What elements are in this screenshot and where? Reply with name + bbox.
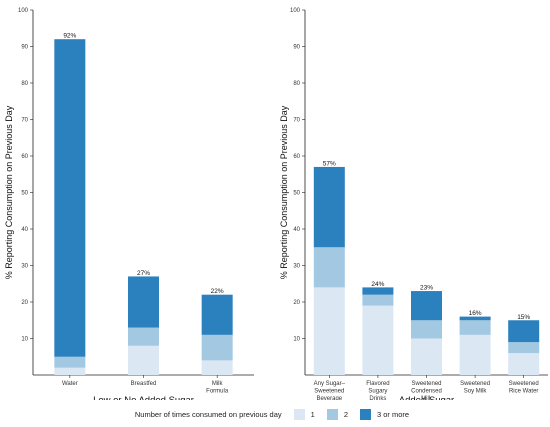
legend: Number of times consumed on previous day… (0, 406, 550, 422)
data-label: 16% (469, 310, 482, 317)
x-tick-label: Sweetened (509, 381, 539, 387)
x-tick-label: Formula (206, 389, 229, 395)
chart-panel-2: 10 20 30 40 50 60 70 80 90 100 % Reporting Consump… (279, 8, 548, 400)
x-tick-label: Soy Milk (464, 389, 488, 395)
y-tick-label: 90 (293, 45, 300, 51)
x-tick-label: Beverage (316, 396, 342, 400)
bar-segment-2 (313, 247, 345, 288)
bar-segment-1 (313, 287, 345, 375)
bar-segment-1 (54, 367, 86, 375)
x-tick-label: Condensed (411, 389, 442, 395)
y-tick-label: 70 (21, 118, 28, 124)
data-label: 57% (323, 160, 336, 167)
data-label: 15% (517, 314, 530, 321)
y-axis-label: % Reporting Consumption on Previous Day (279, 105, 289, 279)
bar-segment-2 (508, 342, 540, 354)
x-axis-label: Low or No Added Sugar (93, 395, 194, 400)
bar-segment-3-or-more (508, 320, 540, 343)
y-tick-label: 10 (21, 337, 28, 343)
y-tick-label: 100 (290, 8, 301, 14)
bar-segment-3-or-more (313, 166, 345, 248)
x-tick-label: Rice Water (509, 389, 538, 395)
bar-segment-1 (508, 353, 540, 375)
x-tick-label: Milk (212, 381, 224, 387)
x-tick-label: Breastfed (131, 381, 157, 387)
y-tick-label: 30 (21, 264, 28, 270)
x-tick-label: Sweetened (460, 381, 490, 387)
bar-segment-3-or-more (128, 276, 159, 328)
bar-segment-2 (128, 327, 159, 346)
bar-segment-3-or-more (201, 294, 233, 335)
x-tick-label: Any Sugar– (314, 381, 346, 387)
y-axis-label: % Reporting Consumption on Previous Day (4, 105, 14, 279)
bar-segment-3-or-more (411, 291, 442, 321)
y-tick-label: 90 (21, 45, 28, 51)
y-tick-label: 60 (21, 154, 28, 160)
y-tick-label: 20 (21, 300, 28, 306)
legend-swatch-3-or-more (359, 408, 371, 420)
x-axis-label: Added Sugar (399, 395, 454, 400)
y-tick-label: 60 (293, 154, 300, 160)
x-tick-label: Milk (421, 396, 433, 400)
bar-segment-3-or-more (54, 39, 86, 357)
y-tick-label: 80 (21, 81, 28, 87)
bar-segment-1 (128, 345, 159, 375)
y-tick-label: 20 (293, 300, 300, 306)
bar-segment-2 (411, 320, 442, 339)
data-label: 23% (420, 285, 433, 292)
legend-title: Number of times consumed on previous day (134, 409, 282, 419)
y-tick-label: 40 (21, 227, 28, 233)
x-tick-label: Sweetened (411, 381, 441, 387)
legend-label-1: 1 (310, 409, 315, 419)
x-tick-label: Drinks (369, 396, 386, 400)
y-tick-label: 10 (293, 337, 300, 343)
bar-segment-2 (201, 334, 233, 361)
figure: 10 20 30 40 50 60 70 80 90 100 % Reporting Consump… (4, 8, 548, 400)
y-tick-label: 100 (18, 8, 29, 14)
y-tick-label: 80 (293, 81, 300, 87)
y-tick-label: 50 (21, 191, 28, 197)
y-tick-label: 40 (293, 227, 300, 233)
legend-swatch-1 (293, 408, 305, 420)
y-tick-label: 50 (293, 191, 300, 197)
y-tick-label: 30 (293, 264, 300, 270)
legend-label-3-or-more: 3 or more (376, 409, 410, 419)
legend-swatch-2 (326, 408, 338, 420)
bar-segment-2 (362, 294, 394, 306)
bar-segment-1 (362, 305, 394, 375)
bar-segment-3-or-more (459, 316, 491, 321)
y-tick-label: 70 (293, 118, 300, 124)
bar-segment-2 (54, 356, 86, 368)
x-tick-label: Flavored (366, 381, 389, 387)
bar-segment-1 (201, 360, 233, 375)
data-label: 92% (63, 33, 76, 40)
bar-segment-2 (459, 320, 491, 335)
bar-segment-3-or-more (362, 287, 394, 295)
x-tick-label: Water (62, 381, 78, 387)
data-label: 27% (137, 270, 150, 277)
bar-segment-1 (459, 334, 491, 375)
x-tick-label: Sugary (368, 389, 387, 395)
chart-panel-1: 10 20 30 40 50 60 70 80 90 100 % Reporting Consump… (4, 8, 254, 400)
data-label: 24% (371, 281, 384, 288)
legend-label-2: 2 (343, 409, 348, 419)
bar-segment-1 (411, 338, 442, 375)
data-label: 22% (211, 288, 224, 295)
x-tick-label: Sweetened (314, 389, 344, 395)
